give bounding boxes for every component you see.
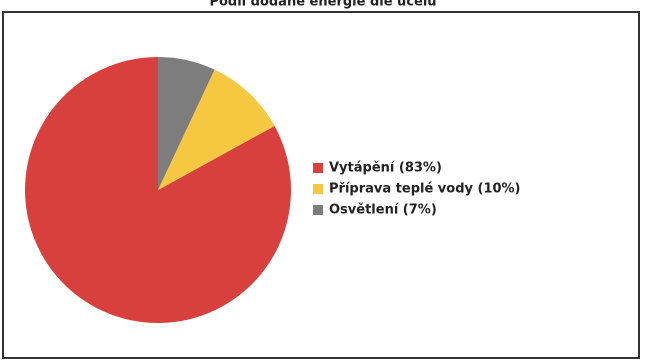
legend-label: Vytápění (83%) [329, 161, 442, 176]
legend-label: Příprava teplé vody (10%) [329, 182, 521, 197]
legend-swatch [313, 163, 323, 173]
pie-slice [25, 57, 292, 323]
pie-slice [158, 69, 275, 190]
chart-title: Podíl dodané energie dle účelu [209, 0, 436, 10]
pie-slice [158, 57, 215, 190]
legend-swatch [313, 205, 323, 215]
legend-swatch [313, 184, 323, 194]
legend-label: Osvětlení (7%) [329, 203, 437, 218]
